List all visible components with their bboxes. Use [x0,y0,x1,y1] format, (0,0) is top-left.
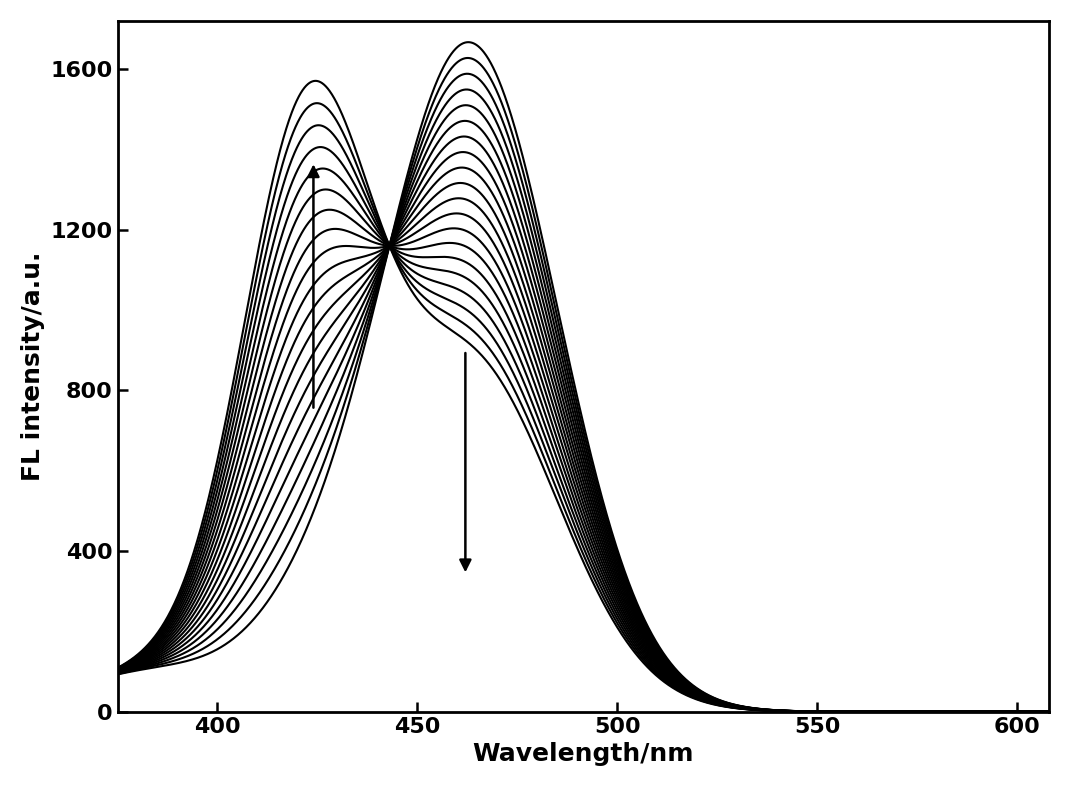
X-axis label: Wavelength/nm: Wavelength/nm [473,742,694,767]
Y-axis label: FL intensity/a.u.: FL intensity/a.u. [20,252,45,481]
